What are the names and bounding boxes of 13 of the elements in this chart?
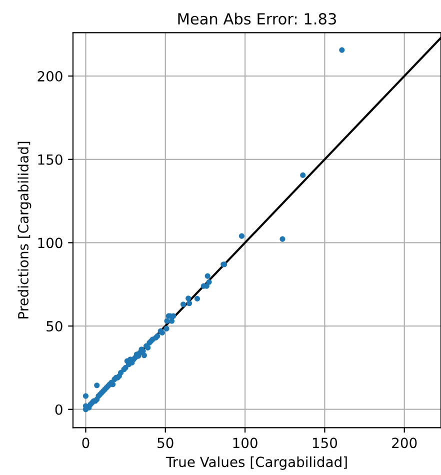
y-tick-label: 150: [38, 154, 62, 165]
y-tick-label: 200: [38, 71, 62, 82]
x-tick-label: 200: [392, 438, 417, 448]
x-axis-title: True Values [Cargabilidad]: [166, 456, 347, 470]
y-tick-label: 100: [38, 238, 62, 248]
y-axis-title: Predictions [Cargabilidad]: [18, 142, 32, 318]
x-tick-label: 150: [312, 438, 338, 448]
x-tick-label: 50: [158, 438, 174, 448]
y-tick-label: 0: [55, 404, 62, 415]
chart-title: Mean Abs Error: 1.83: [178, 12, 336, 25]
x-tick-label: 100: [233, 438, 258, 448]
x-tick-label: 0: [82, 438, 90, 448]
y-tick-label: 50: [46, 321, 62, 332]
